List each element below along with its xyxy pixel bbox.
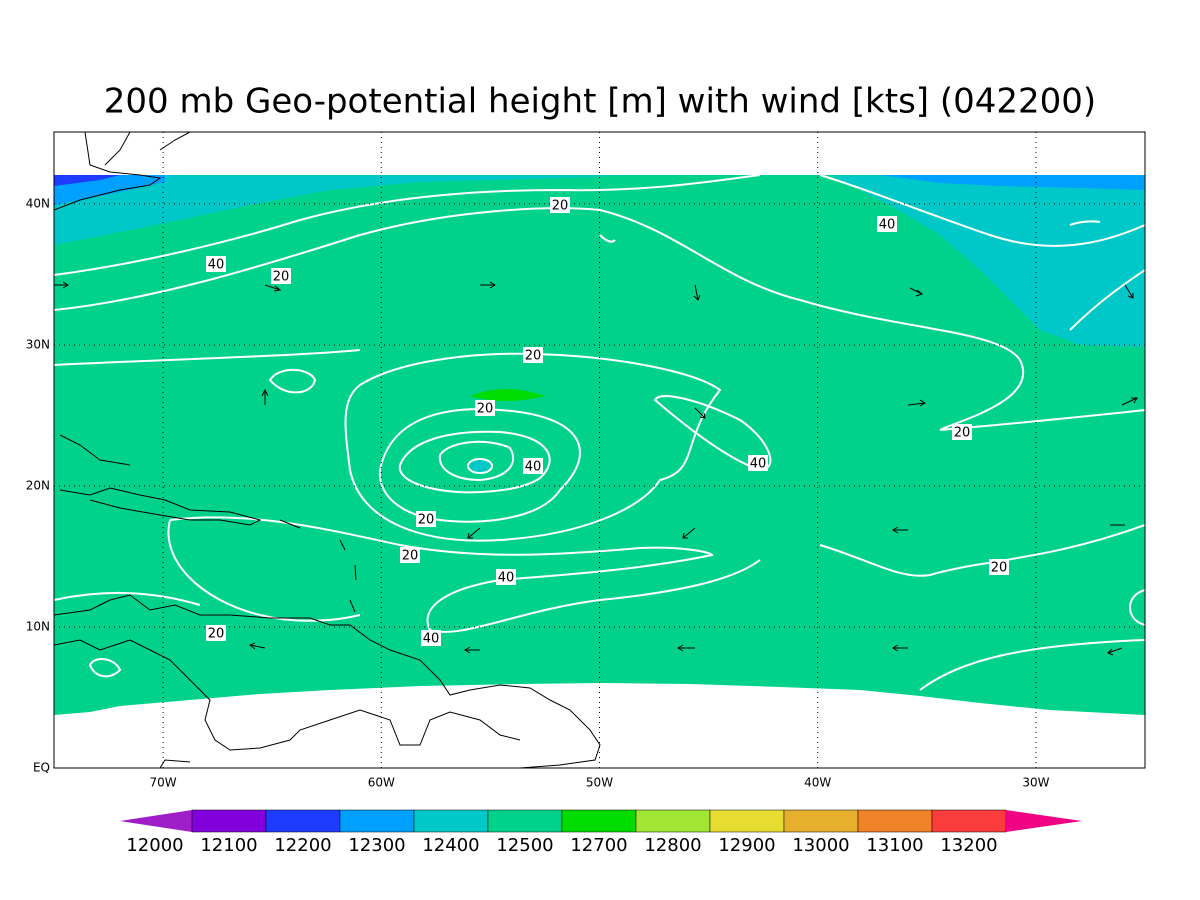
contour-label: 40 (525, 460, 542, 475)
colorbar-box (191, 809, 267, 833)
colorbar-label: 12900 (718, 835, 775, 856)
map-fields (54, 132, 1145, 768)
lat-tick-label: 30N (26, 337, 50, 351)
field-12100 (54, 175, 120, 186)
contour-label: 20 (991, 561, 1008, 576)
contour-label-box (206, 256, 226, 272)
colorbar-label: 13000 (792, 835, 849, 856)
colorbar: 12000 12100 12200 12300 12400 12500 12700 12800… (120, 809, 1082, 856)
colorbar-label: 13100 (866, 835, 923, 856)
contour-label: 20 (402, 549, 419, 564)
field-12200 (880, 175, 1145, 190)
colorbar-label: 12800 (644, 835, 701, 856)
colorbar-arrow (1006, 810, 1082, 832)
lat-tick-label: 20N (26, 478, 50, 492)
colorbar-label: 12300 (348, 835, 405, 856)
field-12500 (470, 389, 545, 401)
contour-label: 20 (477, 402, 494, 417)
colorbar-box (339, 809, 415, 833)
contour-label-box (952, 424, 972, 440)
colorbar-box (635, 809, 711, 833)
colorbar-label: 13200 (940, 835, 997, 856)
contour-label-box (877, 216, 897, 232)
colorbar-arrow (120, 810, 192, 832)
lat-tick-label: EQ (33, 761, 50, 775)
colorbar-label: 12500 (496, 835, 553, 856)
field-12200 (54, 175, 165, 205)
colorbar-label: 12200 (274, 835, 331, 856)
contour-label: 40 (750, 457, 767, 472)
contour-label-box (400, 547, 420, 563)
missing-region (54, 683, 1145, 768)
axis-labels: 70W 60W 50W 40W 30W EQ 10N 20N 30N 40N (26, 196, 1050, 789)
colorbar-box (709, 809, 785, 833)
map-frame (53, 131, 1146, 769)
colorbar-label: 12400 (422, 835, 479, 856)
contour-label: 20 (418, 513, 435, 528)
contour-label-box (550, 197, 570, 213)
colorbar-label: 12100 (200, 835, 257, 856)
map-title: 200 mb Geo-potential height [m] with win… (104, 82, 1096, 122)
contour-labels: 20 40 40 20 20 20 40 40 20 20 20 40 20 20 40 (206, 197, 1009, 647)
colorbar-box (857, 809, 933, 833)
field-12300 (830, 175, 1145, 347)
contour-label: 20 (525, 349, 542, 364)
colorbar-box (265, 809, 341, 833)
contour-label-box (523, 458, 543, 474)
colorbar-label: 12700 (570, 835, 627, 856)
contour-label: 20 (208, 627, 225, 642)
colorbar-box (413, 809, 489, 833)
contour-label: 20 (552, 199, 569, 214)
colorbar-box (931, 809, 1007, 833)
lon-tick-label: 60W (368, 776, 395, 790)
contour-label: 40 (498, 571, 515, 586)
contour-label-box (475, 400, 495, 416)
field-12400 (54, 175, 1145, 768)
contour-label: 20 (954, 426, 971, 441)
lon-tick-label: 50W (586, 776, 613, 790)
lon-tick-label: 70W (150, 776, 177, 790)
contour-label-box (523, 347, 543, 363)
contour-label-box (271, 268, 291, 284)
contour-label-box (421, 630, 441, 646)
contour-label-box (416, 511, 436, 527)
contour-label: 20 (273, 270, 290, 285)
lon-tick-label: 40W (804, 776, 831, 790)
colorbar-box (487, 809, 563, 833)
graticule (54, 132, 1145, 768)
colorbar-box (783, 809, 859, 833)
contour-label-box (496, 569, 516, 585)
lat-tick-label: 10N (26, 619, 50, 633)
contour-label-box (748, 455, 768, 471)
contour-label: 40 (423, 632, 440, 647)
colorbar-box (561, 809, 637, 833)
contour-label: 40 (879, 218, 896, 233)
colorbar-label: 12000 (126, 835, 183, 856)
contour-label-box (206, 625, 226, 641)
contour-label: 40 (208, 258, 225, 273)
field-12300 (470, 460, 490, 472)
contour-label-box (989, 559, 1009, 575)
lon-tick-label: 30W (1022, 776, 1049, 790)
lat-tick-label: 40N (26, 196, 50, 210)
field-12300 (54, 175, 640, 245)
